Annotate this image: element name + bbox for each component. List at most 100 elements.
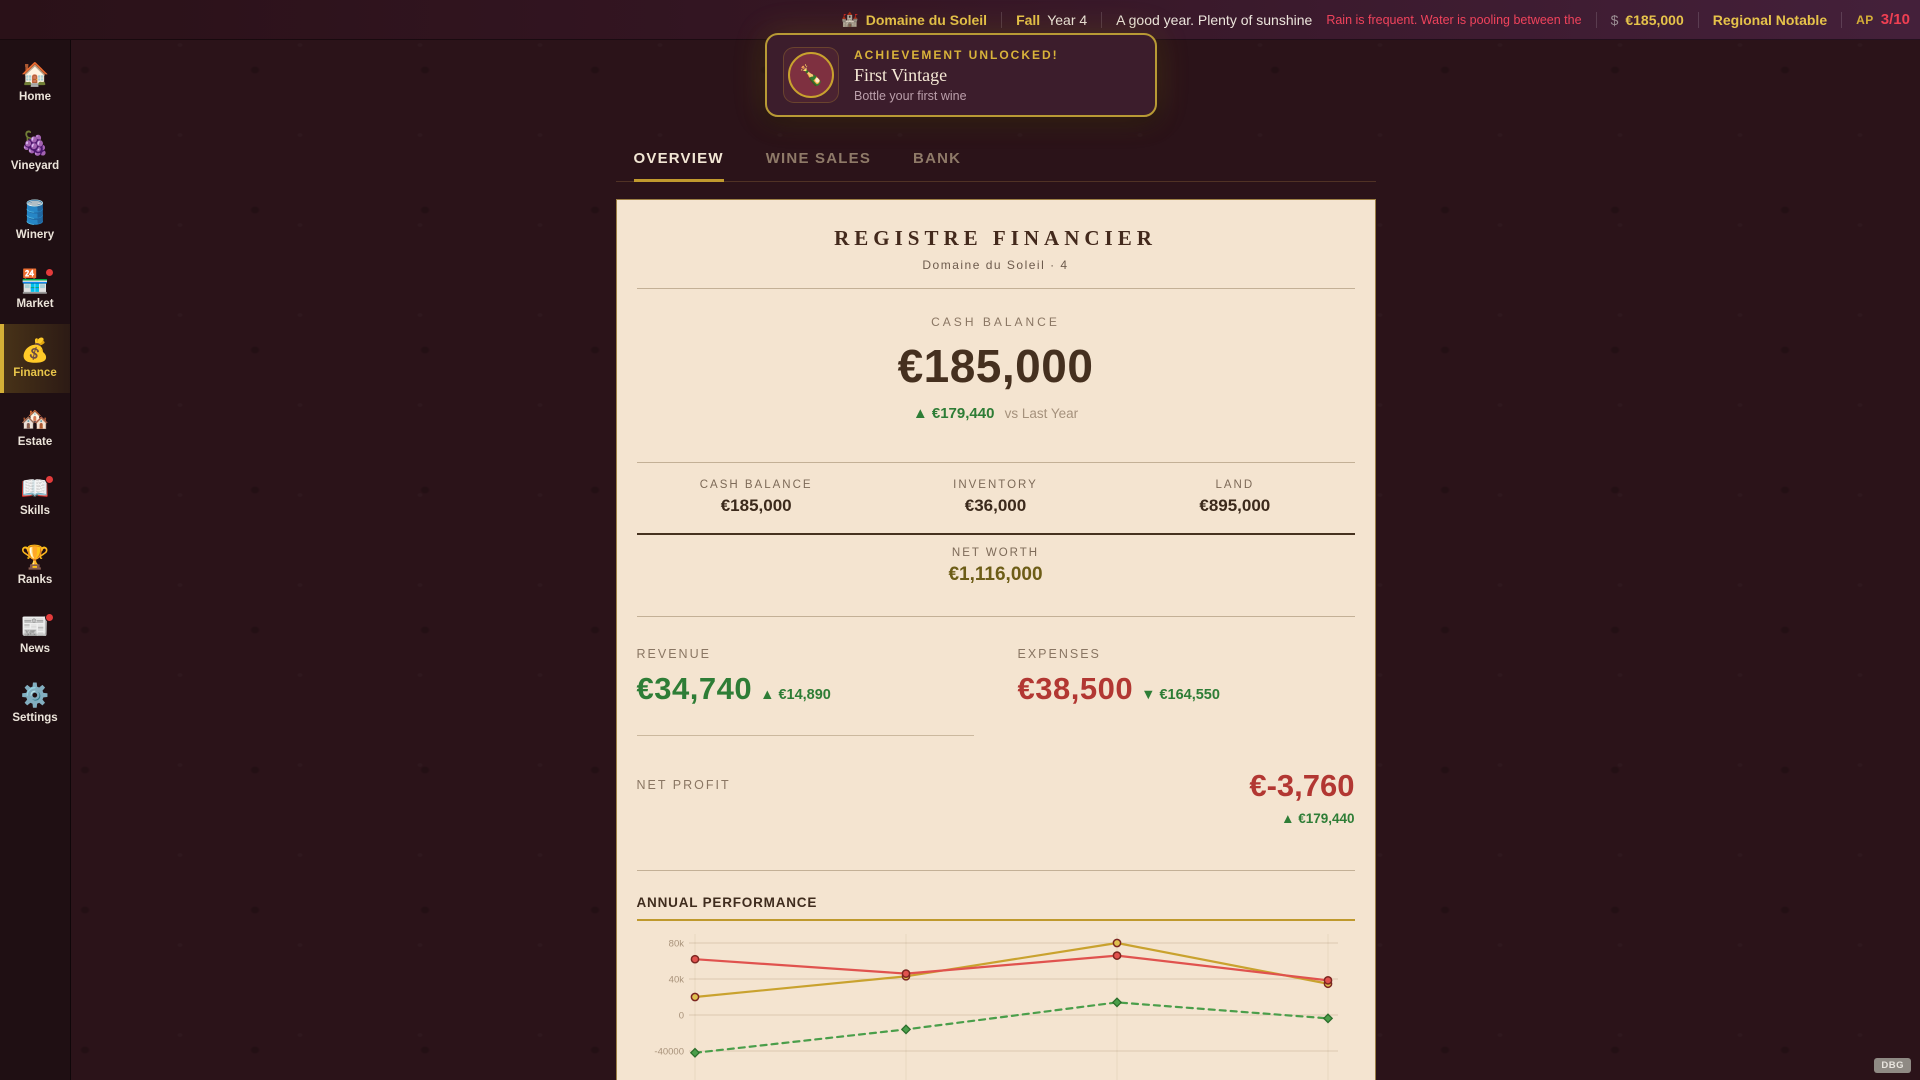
- notification-dot: [45, 267, 55, 277]
- money-icon: 💰: [20, 336, 50, 363]
- net-worth-block: NET WORTH €1,116,000: [637, 535, 1355, 600]
- tab-wine-sales[interactable]: WINE SALES: [765, 150, 872, 167]
- notification-dot: [45, 474, 55, 484]
- separator: [1697, 11, 1699, 28]
- annual-performance-header: ANNUAL PERFORMANCE: [636, 895, 1355, 921]
- expenses-label: EXPENSES: [1017, 647, 1101, 661]
- tab-bank[interactable]: BANK: [913, 150, 962, 167]
- finance-tab-row: OVERVIEW WINE SALES BANK: [615, 150, 1376, 182]
- svg-text:-40000: -40000: [654, 1047, 684, 1058]
- svg-text:40k: 40k: [668, 975, 684, 986]
- revenue-value-row: €34,740 ▲ €14,890: [637, 671, 974, 707]
- revenue-block: REVENUE €34,740 ▲ €14,890: [636, 647, 974, 736]
- expenses-delta: ▼ €164,550: [1141, 687, 1220, 703]
- expenses-value-row: €38,500 ▼ €164,550: [1018, 671, 1355, 707]
- net-profit-delta: ▲ €179,440: [1281, 811, 1355, 826]
- main-scroll-area[interactable]: OVERVIEW WINE SALES BANK REGISTRE FINANCIE…: [71, 40, 1920, 1080]
- market-stall-icon: 🏪: [21, 267, 55, 293]
- sidebar-nav: 🏠 Home 🍇 Vineyard 🛢️ Winery 🏪 Market 💰 Finance 🏘️ E…: [0, 40, 71, 1080]
- year-label: Year 4: [1047, 11, 1088, 28]
- separator: [1001, 11, 1003, 28]
- currency-symbol: $: [1610, 11, 1619, 28]
- net-worth-divider: [636, 533, 1355, 535]
- achievement-icon-box: 🍾: [783, 47, 839, 103]
- cash-balance-label: CASH BALANCE: [931, 315, 1060, 329]
- annual-performance-section: ANNUAL PERFORMANCE 80k40k0-40000-8000012…: [636, 871, 1355, 1080]
- sidebar-item-winery[interactable]: 🛢️ Winery: [15, 198, 55, 241]
- expenses-block: EXPENSES €38,500 ▼ €164,550: [1018, 647, 1355, 736]
- home-icon: 🏠: [20, 60, 50, 87]
- cash-readout: $ €185,000: [1611, 12, 1684, 28]
- divider: [636, 288, 1355, 289]
- achievement-name: First Vintage: [854, 64, 948, 85]
- ledger-header: REGISTRE FINANCIER Domaine du Soleil · 4: [637, 226, 1355, 272]
- net-worth-value: €1,116,000: [948, 564, 1043, 585]
- sidebar-item-finance[interactable]: 💰 Finance: [0, 324, 70, 393]
- sidebar-item-skills[interactable]: 📖 Skills: [0, 462, 70, 531]
- divider: [636, 616, 1355, 617]
- ap-label: AP: [1856, 12, 1874, 27]
- separator: [1101, 11, 1103, 28]
- season-year-group: Fall Year 4: [1016, 12, 1087, 28]
- cash-balance-value: €185,000: [897, 340, 1094, 392]
- separator: [1841, 11, 1843, 28]
- player-rank: Regional Notable: [1712, 11, 1828, 28]
- divider: [636, 462, 1355, 463]
- grapes-icon: 🍇: [20, 129, 50, 156]
- sidebar-item-market[interactable]: 🏪 Market: [16, 267, 55, 310]
- achievement-text: ACHIEVEMENT UNLOCKED! First Vintage Bott…: [854, 48, 1059, 103]
- top-status-bar: 🏰 Domaine du Soleil Fall Year 4 A good y…: [0, 0, 1920, 40]
- sidebar-item-vineyard[interactable]: 🍇 Vineyard: [10, 129, 60, 172]
- gear-icon: ⚙️: [20, 681, 50, 708]
- houses-icon: 🏘️: [20, 405, 50, 432]
- achievement-title: ACHIEVEMENT UNLOCKED!: [854, 47, 1059, 62]
- delta-comparison-label: vs Last Year: [1004, 406, 1079, 421]
- sidebar-item-ranks[interactable]: 🏆 Ranks: [17, 543, 53, 586]
- debug-badge[interactable]: DBG: [1874, 1058, 1911, 1073]
- revenue-expenses-row: REVENUE €34,740 ▲ €14,890 EXPENSES €38,5…: [636, 617, 1355, 736]
- cash-amount: €185,000: [1625, 11, 1684, 28]
- stat-inventory: INVENTORY €36,000: [953, 479, 1038, 515]
- finance-page: OVERVIEW WINE SALES BANK REGISTRE FINANCIE…: [615, 150, 1376, 1080]
- revenue-delta: ▲ €14,890: [760, 687, 831, 703]
- stat-land: LAND €895,000: [1199, 479, 1271, 515]
- newspaper-icon: 📰: [21, 612, 55, 638]
- barrel-icon: 🛢️: [20, 198, 50, 225]
- weather-summary: A good year. Plenty of sunshine: [1116, 11, 1313, 28]
- tab-overview[interactable]: OVERVIEW: [633, 150, 724, 182]
- net-profit-values: €-3,760 ▲ €179,440: [1249, 768, 1354, 826]
- cash-balance-block: CASH BALANCE €185,000 ▲ €179,440 vs Last…: [637, 289, 1355, 446]
- net-profit-label: NET PROFIT: [636, 778, 731, 792]
- ledger-subtitle: Domaine du Soleil · 4: [922, 258, 1069, 272]
- net-profit-value: €-3,760: [1249, 768, 1355, 803]
- sidebar-item-home[interactable]: 🏠 Home: [19, 60, 51, 103]
- season-label: Fall: [1016, 11, 1041, 28]
- notification-dot: [45, 612, 55, 622]
- revenue-label: REVENUE: [636, 647, 711, 661]
- achievement-toast[interactable]: 🍾 ACHIEVEMENT UNLOCKED! First Vintage Bo…: [765, 33, 1157, 117]
- wine-bottle-icon: 🍾: [788, 52, 834, 98]
- trophy-icon: 🏆: [20, 543, 50, 570]
- sidebar-item-estate[interactable]: 🏘️ Estate: [17, 405, 53, 448]
- weather-warning: Rain is frequent. Water is pooling betwe…: [1326, 12, 1582, 27]
- sidebar-item-settings[interactable]: ⚙️ Settings: [12, 681, 58, 724]
- financial-ledger-panel: REGISTRE FINANCIER Domaine du Soleil · 4…: [615, 199, 1376, 1080]
- estate-name-group: 🏰 Domaine du Soleil: [841, 11, 987, 28]
- asset-stats-row: CASH BALANCE €185,000 INVENTORY €36,000 LAND…: [637, 463, 1355, 533]
- net-profit-row: NET PROFIT €-3,760 ▲ €179,440: [637, 736, 1355, 854]
- delta-up-value: ▲ €179,440: [912, 405, 995, 422]
- open-book-icon: 📖: [21, 474, 55, 500]
- sidebar-item-list: 🏠 Home 🍇 Vineyard 🛢️ Winery 🏪 Market 💰 Finance 🏘️ E…: [0, 48, 70, 738]
- estate-name: Domaine du Soleil: [865, 11, 988, 28]
- action-points-readout: AP 3/10: [1856, 11, 1910, 28]
- svg-text:80k: 80k: [668, 939, 684, 950]
- castle-icon: 🏰: [841, 11, 859, 27]
- separator: [1595, 11, 1597, 28]
- sidebar-item-news[interactable]: 📰 News: [0, 600, 70, 669]
- ledger-title: REGISTRE FINANCIER: [834, 226, 1157, 250]
- stat-cash-balance: CASH BALANCE €185,000: [699, 479, 813, 515]
- svg-text:0: 0: [678, 1011, 683, 1022]
- divider: [636, 870, 1355, 871]
- expenses-value: €38,500: [1017, 671, 1134, 706]
